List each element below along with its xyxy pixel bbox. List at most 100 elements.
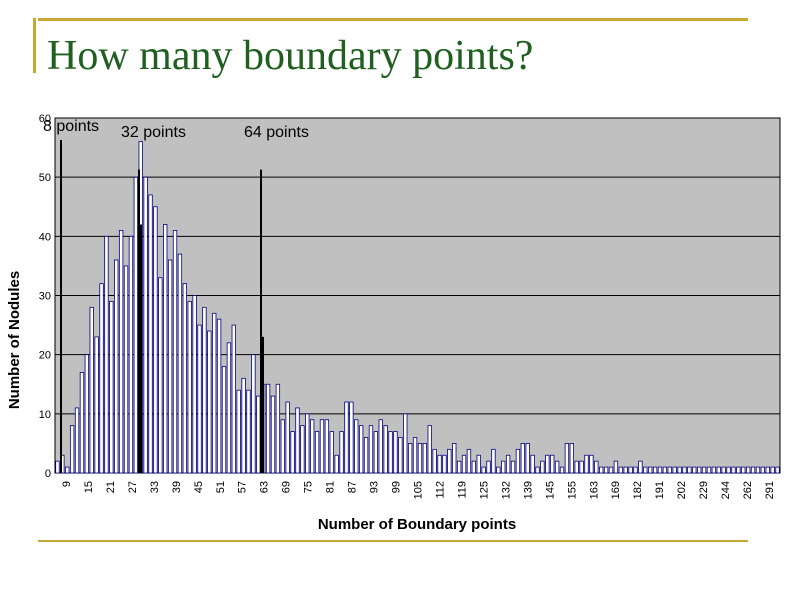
histogram-bar (564, 443, 570, 474)
histogram-bar (221, 366, 227, 474)
histogram-bar (667, 466, 672, 474)
histogram-bar (295, 407, 300, 474)
histogram-bar (403, 413, 408, 474)
x-tick-label: 145 (544, 481, 556, 499)
histogram-bar (285, 401, 290, 474)
histogram-bar (329, 431, 334, 474)
histogram-bar (662, 466, 668, 474)
x-tick-label: 99 (391, 481, 403, 493)
histogram-bar (476, 454, 481, 474)
histogram-bar (623, 466, 628, 474)
histogram-bar (770, 466, 775, 474)
histogram-bar (760, 466, 766, 474)
histogram-bar (163, 224, 168, 474)
histogram-bar (334, 454, 339, 474)
histogram-bar (442, 454, 447, 474)
x-tick-label: 163 (588, 481, 600, 499)
histogram-bar (94, 336, 99, 474)
histogram-bar (153, 206, 158, 474)
annotation-32-points: 32 points (121, 124, 186, 141)
histogram-bar (589, 454, 594, 474)
y-tick-label: 30 (39, 291, 51, 303)
histogram-bar (363, 437, 369, 474)
y-tick-label: 40 (39, 231, 51, 243)
histogram-bar (745, 466, 751, 474)
histogram-bar (687, 466, 692, 474)
histogram-bar (143, 176, 148, 474)
histogram-bar (510, 460, 516, 474)
histogram-bar (677, 466, 682, 474)
histogram-bar (481, 466, 486, 474)
histogram-bar (305, 413, 310, 474)
histogram-bar (128, 235, 134, 474)
histogram-bar (569, 443, 574, 474)
y-tick-label: 50 (39, 172, 51, 184)
histogram-bar (726, 466, 731, 474)
accent-line-top (38, 18, 748, 21)
histogram-bar (692, 466, 697, 474)
histogram-bar (422, 443, 428, 474)
y-tick-label: 20 (39, 350, 51, 362)
histogram-bar (550, 454, 555, 474)
histogram-bar (133, 176, 138, 474)
histogram-bar (256, 395, 261, 474)
histogram-bar (359, 425, 364, 474)
histogram-bar (187, 301, 192, 474)
histogram-bar (300, 425, 305, 474)
histogram-bar (515, 448, 521, 474)
histogram-bar (750, 466, 756, 474)
x-tick-label: 15 (83, 481, 95, 493)
histogram-bar (172, 230, 178, 474)
x-tick-label: 33 (149, 481, 161, 493)
histogram-bar (182, 283, 187, 474)
histogram-bar (65, 466, 70, 474)
histogram-bar (407, 443, 413, 474)
x-tick-label: 93 (369, 481, 381, 493)
histogram-bar (559, 466, 565, 474)
histogram-bar (344, 401, 349, 474)
histogram-bar (643, 466, 648, 474)
y-tick-label: 10 (39, 409, 51, 421)
histogram-bar (721, 466, 726, 474)
histogram-bar (520, 443, 525, 474)
histogram-bar (79, 372, 85, 474)
x-tick-label: 119 (456, 481, 468, 499)
histogram-bar (373, 431, 379, 474)
histogram-bar (701, 466, 707, 474)
x-tick-label: 291 (764, 481, 776, 499)
histogram-bar (270, 395, 276, 474)
histogram-bar (775, 466, 780, 474)
histogram-bar (594, 460, 599, 474)
histogram-bar (246, 389, 251, 474)
histogram-bar (456, 460, 462, 474)
histogram-bar (265, 383, 271, 474)
histogram-bar (290, 431, 295, 474)
x-tick-label: 182 (632, 481, 644, 499)
histogram-bar (461, 454, 467, 474)
histogram-bar (697, 466, 702, 474)
histogram-bar (496, 466, 501, 474)
histogram-bar (383, 425, 388, 474)
histogram-bar (148, 194, 153, 474)
x-tick-label: 155 (566, 481, 578, 499)
histogram-bar (202, 306, 207, 474)
histogram-bar (398, 437, 403, 474)
histogram-bar (207, 330, 212, 474)
x-tick-label: 51 (215, 481, 227, 493)
histogram-bar (393, 431, 398, 474)
x-tick-label: 125 (478, 481, 490, 499)
histogram-bar (452, 443, 457, 474)
histogram-bar (471, 460, 476, 474)
histogram-bar (109, 301, 114, 474)
histogram-bar (657, 466, 663, 474)
histogram-bar (280, 419, 285, 474)
histogram-bar (432, 448, 437, 474)
histogram-bar (711, 466, 717, 474)
histogram-bar (579, 460, 584, 474)
histogram-bar (378, 419, 383, 474)
x-tick-label: 202 (676, 481, 688, 499)
histogram-bar (574, 460, 579, 474)
x-tick-label: 39 (171, 481, 183, 493)
histogram-bar (599, 466, 604, 474)
x-tick-label: 9 (61, 481, 73, 487)
